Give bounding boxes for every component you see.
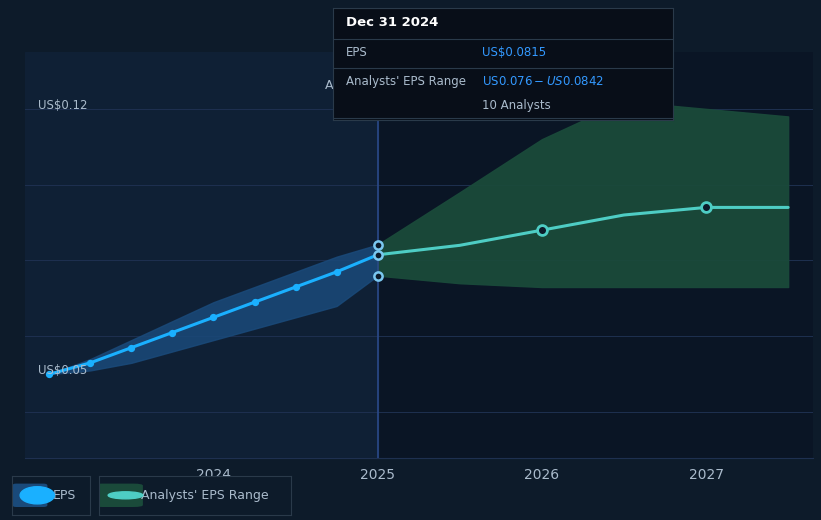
Point [371,251,384,259]
Text: Actual: Actual [325,79,365,92]
Text: Analysts' EPS Range: Analysts' EPS Range [346,75,466,88]
Point [535,226,548,235]
Point [289,283,302,291]
Point [248,298,261,306]
Point [43,370,56,379]
Point [207,313,220,321]
Point [371,251,384,259]
Text: Dec 31 2024: Dec 31 2024 [346,16,438,29]
Text: EPS: EPS [53,489,76,502]
Point [330,268,343,276]
Point [371,240,384,249]
Point [371,271,384,280]
Circle shape [21,487,54,504]
Point [166,328,179,336]
Text: Analysts Forecasts: Analysts Forecasts [391,79,507,92]
Circle shape [108,492,143,499]
Text: EPS: EPS [346,46,368,59]
Point [699,203,713,212]
Point [84,359,97,367]
Text: US$0.0815: US$0.0815 [483,46,547,59]
Bar [25,52,378,458]
FancyBboxPatch shape [12,484,48,507]
Text: 10 Analysts: 10 Analysts [483,99,551,112]
Text: Analysts' EPS Range: Analysts' EPS Range [141,489,268,502]
Text: US$0.05: US$0.05 [38,364,87,377]
Text: US$0.12: US$0.12 [38,99,87,112]
Point [125,344,138,352]
FancyBboxPatch shape [93,484,143,507]
Text: US$0.076 - US$0.0842: US$0.076 - US$0.0842 [483,75,604,88]
